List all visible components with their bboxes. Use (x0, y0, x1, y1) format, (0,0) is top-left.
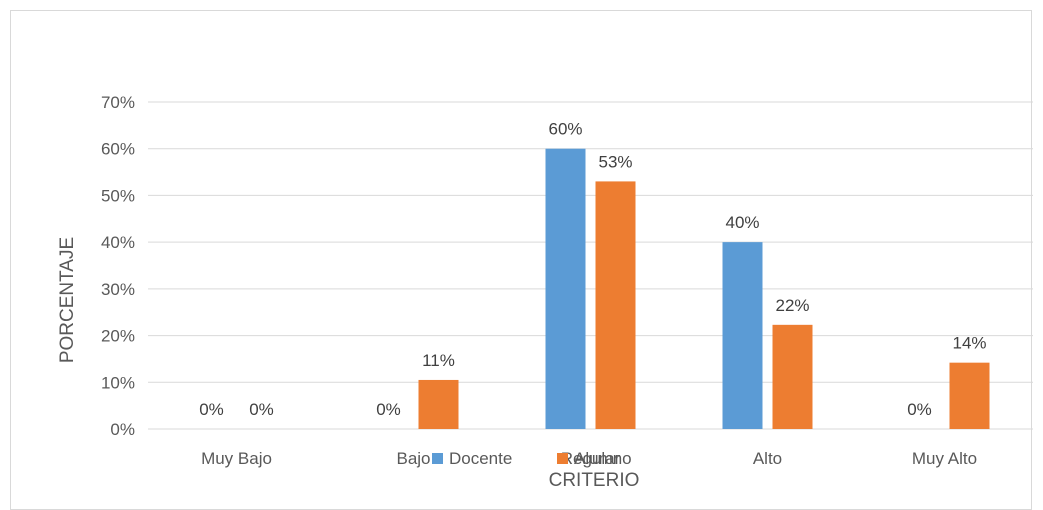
y-axis-title: PORCENTAJE (57, 237, 78, 363)
data-label: 0% (199, 400, 224, 419)
legend-label-alumno: Alumno (574, 449, 632, 468)
y-tick-label: 10% (101, 373, 135, 392)
data-label: 11% (422, 351, 455, 370)
bar-alumno (772, 324, 813, 429)
bar-alumno (595, 181, 636, 429)
data-label: 22% (775, 296, 809, 315)
x-tick-label: Regular (561, 449, 621, 468)
legend-swatch-alumno (557, 453, 568, 464)
data-label: 0% (249, 400, 274, 419)
y-tick-label: 50% (101, 186, 135, 205)
legend: Docente Alumno (432, 449, 632, 468)
x-axis-title: CRITERIO (549, 470, 640, 490)
legend-swatch-docente (432, 453, 443, 464)
data-label: 0% (907, 400, 932, 419)
chart-frame: 0% 10% 20% 30% 40% 50% 60% 70% 0% 0% 0% 11% 60% 53% 4… (10, 10, 1033, 510)
bar-chart: 0% 10% 20% 30% 40% 50% 60% 70% 0% 0% 0% 11% 60% 53% 4… (57, 93, 1033, 490)
x-tick-label: Muy Alto (912, 449, 977, 468)
data-label: 14% (952, 334, 986, 353)
data-label: 60% (548, 120, 582, 139)
y-tick-label: 30% (101, 280, 135, 299)
x-tick-label: Alto (753, 449, 782, 468)
bars (418, 148, 990, 429)
bar-alumno (949, 362, 990, 429)
y-tick-label: 60% (101, 140, 135, 159)
data-labels: 0% 0% 0% 11% 60% 53% 40% 22% 0% 14% (199, 120, 986, 419)
data-label: 40% (725, 213, 759, 232)
x-axis-ticks: Muy Bajo Bajo Regular Alto Muy Alto (201, 449, 977, 468)
gridlines (148, 101, 1033, 430)
y-tick-label: 40% (101, 233, 135, 252)
data-label: 53% (598, 152, 632, 171)
bar-docente (722, 242, 763, 429)
y-tick-label: 20% (101, 327, 135, 346)
y-tick-label: 70% (101, 93, 135, 112)
y-tick-label: 0% (110, 420, 135, 439)
x-tick-label: Muy Bajo (201, 449, 272, 468)
legend-label-docente: Docente (449, 449, 512, 468)
x-tick-label: Bajo (396, 449, 430, 468)
bar-docente (545, 148, 586, 429)
y-axis-ticks: 0% 10% 20% 30% 40% 50% 60% 70% (101, 93, 135, 439)
bar-alumno (418, 379, 459, 429)
data-label: 0% (376, 400, 401, 419)
